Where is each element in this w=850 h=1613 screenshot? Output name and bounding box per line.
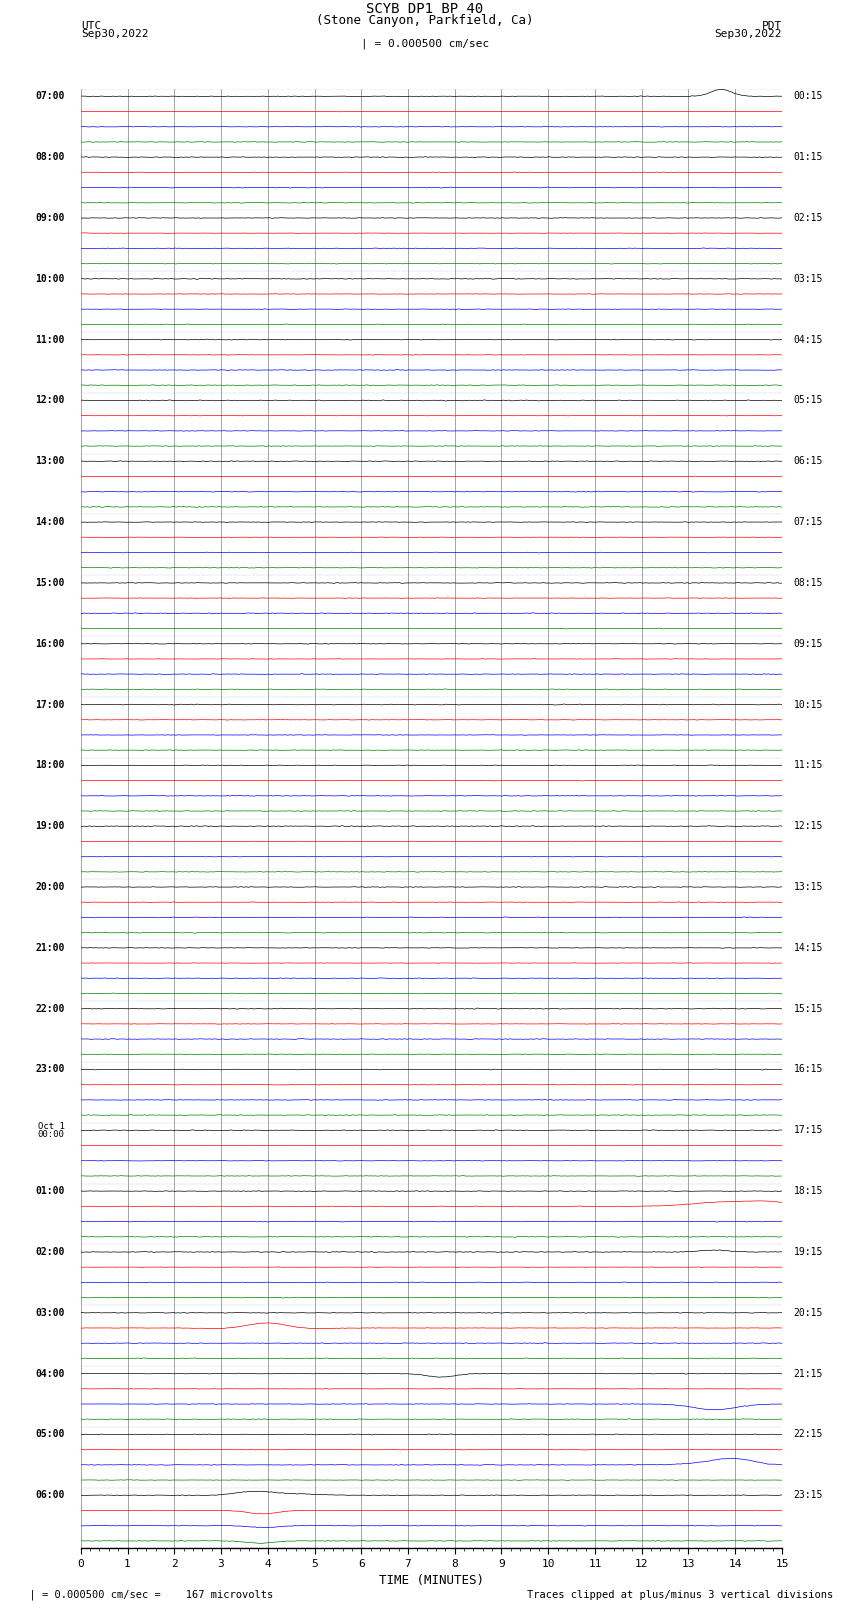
Text: 22:15: 22:15 [794, 1429, 823, 1439]
Text: 19:00: 19:00 [35, 821, 65, 831]
Text: 18:15: 18:15 [794, 1186, 823, 1197]
Text: 07:00: 07:00 [35, 92, 65, 102]
Text: 08:00: 08:00 [35, 152, 65, 163]
Text: 11:15: 11:15 [794, 760, 823, 771]
Text: 06:15: 06:15 [794, 456, 823, 466]
Text: 07:15: 07:15 [794, 518, 823, 527]
Text: 09:15: 09:15 [794, 639, 823, 648]
Text: 12:15: 12:15 [794, 821, 823, 831]
Text: 01:15: 01:15 [794, 152, 823, 163]
Text: 10:15: 10:15 [794, 700, 823, 710]
Text: UTC: UTC [81, 21, 101, 31]
Text: 15:00: 15:00 [35, 577, 65, 587]
Text: 13:15: 13:15 [794, 882, 823, 892]
Text: 16:00: 16:00 [35, 639, 65, 648]
Text: 22:00: 22:00 [35, 1003, 65, 1013]
Text: SCYB DP1 BP 40: SCYB DP1 BP 40 [366, 3, 484, 16]
Text: 14:00: 14:00 [35, 518, 65, 527]
Text: 14:15: 14:15 [794, 944, 823, 953]
Text: 20:00: 20:00 [35, 882, 65, 892]
Text: 16:15: 16:15 [794, 1065, 823, 1074]
Text: 23:15: 23:15 [794, 1490, 823, 1500]
Text: 12:00: 12:00 [35, 395, 65, 405]
Text: 19:15: 19:15 [794, 1247, 823, 1257]
Text: 03:15: 03:15 [794, 274, 823, 284]
Text: 00:00: 00:00 [37, 1129, 65, 1139]
Text: 04:00: 04:00 [35, 1368, 65, 1379]
X-axis label: TIME (MINUTES): TIME (MINUTES) [379, 1574, 484, 1587]
Text: 02:00: 02:00 [35, 1247, 65, 1257]
Text: 18:00: 18:00 [35, 760, 65, 771]
Text: 05:00: 05:00 [35, 1429, 65, 1439]
Text: | = 0.000500 cm/sec =    167 microvolts: | = 0.000500 cm/sec = 167 microvolts [17, 1589, 273, 1600]
Text: 23:00: 23:00 [35, 1065, 65, 1074]
Text: 04:15: 04:15 [794, 334, 823, 345]
Text: 21:00: 21:00 [35, 944, 65, 953]
Text: 11:00: 11:00 [35, 334, 65, 345]
Text: Oct 1: Oct 1 [37, 1123, 65, 1131]
Text: 20:15: 20:15 [794, 1308, 823, 1318]
Text: 03:00: 03:00 [35, 1308, 65, 1318]
Text: 06:00: 06:00 [35, 1490, 65, 1500]
Text: Sep30,2022: Sep30,2022 [715, 29, 782, 39]
Text: PDT: PDT [762, 21, 782, 31]
Text: 00:15: 00:15 [794, 92, 823, 102]
Text: (Stone Canyon, Parkfield, Ca): (Stone Canyon, Parkfield, Ca) [316, 13, 534, 27]
Text: 02:15: 02:15 [794, 213, 823, 223]
Text: 05:15: 05:15 [794, 395, 823, 405]
Text: 09:00: 09:00 [35, 213, 65, 223]
Text: 17:15: 17:15 [794, 1126, 823, 1136]
Text: Sep30,2022: Sep30,2022 [81, 29, 148, 39]
Text: 17:00: 17:00 [35, 700, 65, 710]
Text: 15:15: 15:15 [794, 1003, 823, 1013]
Text: 08:15: 08:15 [794, 577, 823, 587]
Text: Traces clipped at plus/minus 3 vertical divisions: Traces clipped at plus/minus 3 vertical … [527, 1590, 833, 1600]
Text: 21:15: 21:15 [794, 1368, 823, 1379]
Text: 01:00: 01:00 [35, 1186, 65, 1197]
Text: | = 0.000500 cm/sec: | = 0.000500 cm/sec [361, 39, 489, 50]
Text: 13:00: 13:00 [35, 456, 65, 466]
Text: 10:00: 10:00 [35, 274, 65, 284]
